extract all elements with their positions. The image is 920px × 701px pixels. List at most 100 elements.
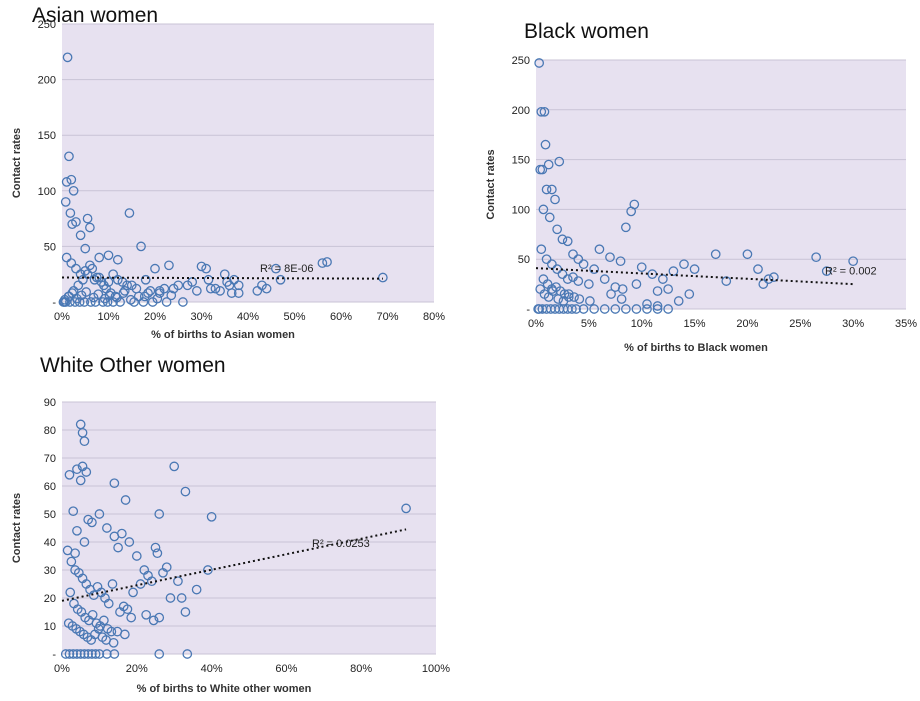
data-point [124, 537, 135, 547]
data-point [182, 280, 193, 291]
data-point [758, 279, 769, 289]
data-point [615, 256, 626, 267]
data-point [599, 274, 610, 284]
x-tick-label: 20% [126, 663, 148, 675]
data-point [599, 304, 610, 314]
x-axis-label: % of births to Asian women [151, 329, 295, 341]
y-tick-label: 200 [38, 75, 56, 87]
data-point [629, 199, 640, 210]
chart-title-black: Black women [524, 20, 649, 43]
data-point [64, 649, 75, 659]
data-point [68, 649, 79, 659]
data-point [811, 252, 821, 263]
x-tick-label: 0% [528, 318, 544, 330]
y-tick-label: 150 [38, 130, 56, 142]
data-point [203, 565, 213, 575]
x-tick-label: 30% [190, 311, 212, 323]
data-point [112, 292, 122, 303]
panel-white-other-women: White Other women - 10 20 30 40 50 60 70 80 90 0% 2… [0, 352, 450, 701]
x-tick-label: 15% [684, 318, 706, 330]
data-point [99, 615, 109, 626]
x-tick-label: 80% [423, 311, 445, 323]
y-tick-label: 200 [512, 105, 530, 117]
data-point [226, 288, 237, 298]
data-point [689, 264, 700, 275]
data-point [154, 612, 165, 623]
y-tick-label: 80 [44, 425, 56, 437]
y-tick-label: - [52, 297, 56, 309]
data-point [763, 274, 774, 284]
data-point [663, 304, 673, 314]
data-point [65, 587, 76, 598]
trendline [61, 528, 407, 602]
data-point [534, 304, 545, 314]
data-point [182, 649, 193, 659]
data-point [180, 486, 191, 497]
data-point [75, 230, 86, 241]
data-point [64, 469, 75, 480]
data-point [109, 478, 120, 489]
data-point [102, 523, 112, 533]
data-point [552, 224, 562, 235]
data-point [616, 294, 627, 304]
data-point [118, 288, 129, 298]
data-point [606, 289, 616, 299]
data-point [166, 290, 177, 301]
data-point [65, 208, 76, 218]
data-point [534, 58, 545, 68]
data-point [610, 304, 621, 314]
data-point [79, 649, 90, 659]
data-point [113, 542, 123, 553]
data-point [196, 261, 207, 272]
x-tick-label: 60% [330, 311, 352, 323]
data-point [148, 615, 159, 626]
x-axis-label: % of births to Black women [624, 342, 768, 354]
data-point [120, 495, 131, 505]
data-point [61, 177, 72, 187]
chart-title-white-other: White Other women [40, 354, 226, 377]
data-point [109, 649, 120, 659]
data-point [594, 244, 605, 255]
data-point [275, 274, 286, 285]
y-axis-label: Contact rates [11, 493, 23, 563]
data-point [201, 263, 211, 274]
data-point [60, 197, 71, 207]
y-tick-label: - [52, 649, 56, 661]
data-point [554, 156, 565, 167]
data-point [569, 292, 579, 302]
data-point [557, 234, 568, 245]
data-point [85, 222, 95, 233]
data-point [125, 294, 136, 305]
data-point [271, 263, 281, 274]
r-squared-label: R² = 8E-06 [260, 263, 314, 275]
data-point [642, 299, 652, 309]
y-tick-label: 100 [512, 204, 530, 216]
data-point [102, 297, 113, 307]
data-point [252, 286, 263, 296]
data-point [848, 256, 858, 267]
data-point [72, 525, 82, 536]
data-point [150, 542, 161, 553]
data-point [122, 280, 132, 291]
data-point [574, 294, 585, 304]
data-point [585, 296, 595, 306]
y-tick-label: 60 [44, 481, 56, 493]
x-tick-label: 20% [144, 311, 166, 323]
data-point [206, 511, 217, 522]
data-point [536, 106, 547, 117]
data-point [62, 52, 73, 63]
x-tick-label: 100% [422, 663, 450, 675]
data-point [536, 244, 547, 255]
data-point [192, 286, 202, 296]
scatter-chart-black: - 50 100 150 200 250 0% 5% 10% 15% 20% 25% 30% 35% % o… [485, 55, 917, 354]
y-axis-label: Contact rates [11, 128, 23, 198]
x-axis-label: % of births to White other women [137, 683, 312, 695]
scatter-chart-asian: - 50 100 150 200 250 0% 10% 20% 30% 40% 50% 60% 70% 80… [11, 19, 445, 341]
data-point [567, 304, 577, 314]
y-tick-label: 70 [44, 453, 56, 465]
data-point [550, 194, 560, 205]
data-point [159, 283, 170, 294]
data-point [191, 584, 202, 595]
data-point [684, 289, 695, 299]
y-tick-label: 50 [44, 509, 56, 521]
